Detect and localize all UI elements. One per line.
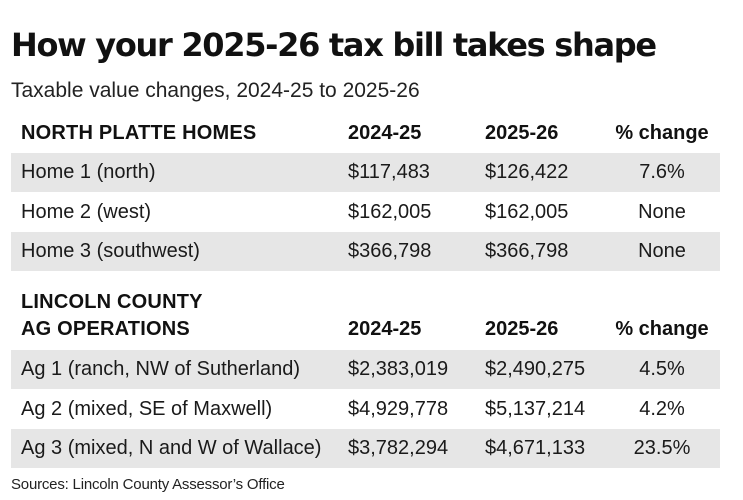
value-2025-26: $2,490,275 — [485, 358, 586, 380]
source-note: Sources: Lincoln County Assessor’s Offic… — [11, 476, 285, 493]
column-header-pct-change: % change — [615, 318, 709, 340]
section-header-homes: NORTH PLATTE HOMES 2024-25 2025-26 % cha… — [11, 122, 720, 148]
section-title-ag-line1: LINCOLN COUNTY — [21, 291, 203, 313]
chart-title: How your 2025-26 tax bill takes shape — [11, 26, 657, 64]
table-row: Home 2 (west) $162,005 $162,005 None — [11, 193, 720, 232]
table-row: Home 1 (north) $117,483 $126,422 7.6% — [11, 153, 720, 192]
section-header-ag: LINCOLN COUNTY AG OPERATIONS 2024-25 202… — [11, 291, 720, 347]
value-2024-25: $2,383,019 — [348, 358, 449, 380]
value-2025-26: $162,005 — [485, 200, 569, 223]
pct-change: 4.2% — [639, 397, 685, 420]
value-2025-26: $5,137,214 — [485, 397, 586, 420]
pct-change: 23.5% — [633, 437, 691, 459]
value-2025-26: $126,422 — [485, 161, 569, 183]
column-header-pct-change: % change — [615, 122, 709, 144]
row-label: Home 2 (west) — [21, 200, 152, 223]
row-label: Ag 3 (mixed, N and W of Wallace) — [21, 437, 322, 459]
pct-change: 4.5% — [639, 358, 685, 380]
chart-subtitle: Taxable value changes, 2024-25 to 2025-2… — [11, 79, 420, 102]
pct-change: None — [638, 240, 686, 262]
column-header-2025-26: 2025-26 — [485, 318, 559, 340]
table-row: Ag 1 (ranch, NW of Sutherland) $2,383,019… — [11, 350, 720, 389]
section-title-ag-line2: AG OPERATIONS — [21, 318, 190, 340]
value-2024-25: $4,929,778 — [348, 397, 449, 420]
pct-change: 7.6% — [639, 161, 685, 183]
section-title-homes: NORTH PLATTE HOMES — [21, 122, 257, 144]
value-2025-26: $366,798 — [485, 240, 569, 262]
row-label: Ag 1 (ranch, NW of Sutherland) — [21, 358, 301, 380]
table-row: Ag 2 (mixed, SE of Maxwell) $4,929,778 $5,… — [11, 390, 720, 429]
value-2024-25: $366,798 — [348, 240, 432, 262]
table-row: Home 3 (southwest) $366,798 $366,798 None — [11, 232, 720, 271]
column-header-2025-26: 2025-26 — [485, 122, 559, 144]
row-label: Home 1 (north) — [21, 161, 156, 183]
value-2025-26: $4,671,133 — [485, 437, 586, 459]
value-2024-25: $117,483 — [348, 161, 430, 183]
column-header-2024-25: 2024-25 — [348, 318, 422, 340]
table-row: Ag 3 (mixed, N and W of Wallace) $3,782,2… — [11, 429, 720, 468]
value-2024-25: $162,005 — [348, 200, 432, 223]
row-label: Home 3 (southwest) — [21, 240, 200, 262]
row-label: Ag 2 (mixed, SE of Maxwell) — [21, 397, 273, 420]
value-2024-25: $3,782,294 — [348, 437, 449, 459]
pct-change: None — [638, 200, 686, 223]
column-header-2024-25: 2024-25 — [348, 122, 422, 144]
